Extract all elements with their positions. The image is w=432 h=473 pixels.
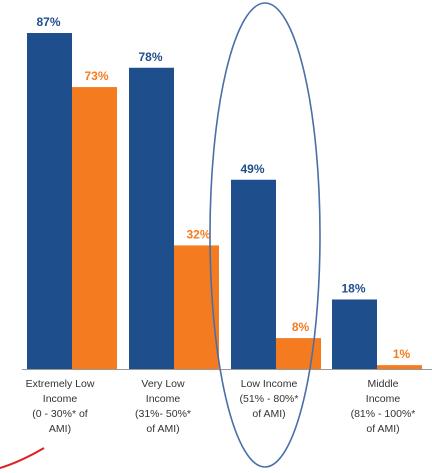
category-label-2: Low Income (51% - 80%* of AMI) bbox=[240, 378, 299, 420]
value-label-orange-2: 8% bbox=[292, 320, 310, 334]
value-label-orange-0: 73% bbox=[84, 69, 108, 83]
category-label-0: Extremely Low Income (0 - 30%* of AMI) bbox=[26, 378, 95, 435]
category-label-line: Low Income bbox=[241, 378, 298, 390]
bar-blue-3 bbox=[332, 299, 377, 369]
value-label-blue-3: 18% bbox=[341, 281, 365, 295]
category-label-line: (81% - 100%* bbox=[351, 408, 416, 420]
category-labels-group: Extremely Low Income (0 - 30%* of AMI) Very … bbox=[26, 378, 416, 435]
category-label-line: Income bbox=[146, 393, 181, 405]
bar-blue-0 bbox=[27, 33, 72, 369]
category-label-line: Middle bbox=[368, 378, 399, 390]
category-label-line: (0 - 30%* of bbox=[32, 408, 88, 420]
highlight-ellipse bbox=[209, 2, 321, 468]
category-label-3: Middle Income (81% - 100%* of AMI) bbox=[351, 378, 416, 435]
category-label-line: Extremely Low bbox=[26, 378, 95, 390]
bar-orange-0 bbox=[72, 87, 117, 369]
value-label-blue-0: 87% bbox=[36, 15, 60, 29]
category-label-line: of AMI) bbox=[252, 408, 285, 420]
category-label-line: (51% - 80%* bbox=[240, 393, 299, 405]
red-annotation-stroke bbox=[0, 447, 45, 469]
category-label-line: AMI) bbox=[49, 423, 71, 435]
category-label-1: Very Low Income (31%- 50%* of AMI) bbox=[135, 378, 191, 435]
category-label-line: (31%- 50%* bbox=[135, 408, 191, 420]
bar-orange-3 bbox=[377, 365, 422, 369]
category-label-line: Income bbox=[366, 393, 401, 405]
bar-blue-1 bbox=[129, 67, 174, 370]
category-label-line: of AMI) bbox=[146, 423, 179, 435]
category-label-line: Very Low bbox=[141, 378, 185, 390]
value-labels-group: 87% 78% 49% 18% 73% 32% 8% 1% bbox=[36, 15, 410, 361]
bars-group bbox=[27, 33, 422, 370]
category-label-line: Income bbox=[43, 393, 78, 405]
value-label-blue-1: 78% bbox=[138, 50, 162, 64]
category-label-line: of AMI) bbox=[366, 423, 399, 435]
value-label-orange-3: 1% bbox=[393, 347, 411, 361]
bar-blue-2 bbox=[231, 179, 276, 369]
bar-orange-1 bbox=[174, 245, 219, 369]
value-label-blue-2: 49% bbox=[240, 162, 264, 176]
value-label-orange-1: 32% bbox=[186, 227, 210, 241]
